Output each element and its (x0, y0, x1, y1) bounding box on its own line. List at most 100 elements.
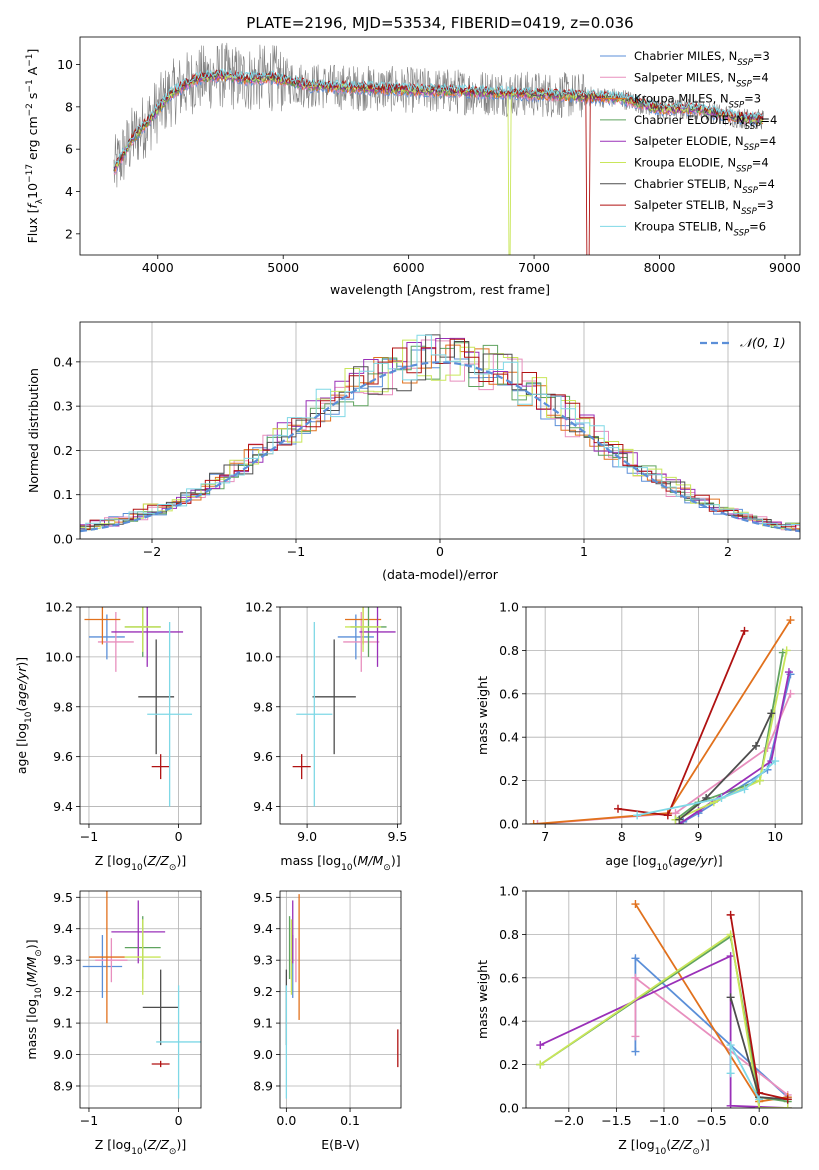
errorbar-point (84, 607, 121, 645)
y-axis-label: mass weight (475, 676, 490, 755)
axes-frame (279, 890, 402, 1109)
x-axis-label: Z [log10(Z/Z⊙)] (95, 1137, 186, 1157)
legend-label: Salpeter MILES, NSSP=4 (634, 70, 769, 89)
errorbar-point (142, 969, 179, 1046)
x-tick-label: 1 (580, 544, 588, 559)
errorbar-point (292, 754, 311, 780)
weight-marker (633, 811, 642, 820)
x-tick-label: −0.5 (696, 1113, 726, 1128)
plot-area (285, 894, 399, 1099)
x-axis-label: age [log10(age/yr)] (605, 853, 722, 873)
weight-series (726, 1041, 764, 1104)
weight-marker (786, 689, 795, 698)
legend-item: Salpeter STELIB, NSSP=3 (600, 198, 774, 217)
y-tick-label: 10.2 (245, 600, 273, 615)
weight-marker (755, 1104, 764, 1108)
y-tick-label: 2 (65, 226, 73, 241)
x-tick-label: 5000 (267, 260, 299, 275)
errorbar-point (296, 621, 333, 807)
grid (80, 606, 201, 824)
weight-marker (726, 993, 735, 1002)
legend-label: Salpeter ELODIE, NSSP=4 (634, 134, 776, 153)
y-tick-label: 0.0 (499, 817, 519, 832)
x-tick-label: 0.1 (340, 1113, 360, 1128)
errorbar-point (138, 639, 175, 755)
y-tick-label: 10.0 (45, 649, 73, 664)
weight-marker (631, 1047, 640, 1056)
y-tick-label: 9.4 (53, 799, 73, 814)
x-tick-label: 9.0 (297, 829, 317, 844)
legend-label: Kroupa ELODIE, NSSP=4 (634, 156, 769, 175)
weight-marker (726, 1069, 735, 1078)
legend-item: Kroupa MILES, NSSP=3 (600, 92, 761, 111)
x-axis-label: Z [log10(Z/Z⊙)] (95, 853, 186, 873)
x-tick-label: −2.0 (554, 1113, 584, 1128)
weight-marker (533, 820, 542, 824)
y-tick-label: 0.8 (499, 643, 519, 658)
errorbar-point (151, 754, 170, 780)
legend-item: Kroupa STELIB, NSSP=6 (600, 219, 766, 238)
x-tick-label: 9.5 (387, 829, 407, 844)
weight-vs-age-panel: 7 8 9 10 0.0 0.2 0.4 0.6 0.8 1.0 age [log10(age/yr… (475, 600, 803, 873)
legend-item: Kroupa ELODIE, NSSP=4 (600, 156, 769, 175)
y-tick-label: 9.1 (53, 1016, 73, 1031)
legend-label: Kroupa STELIB, NSSP=6 (634, 219, 766, 238)
errorbar-point (97, 611, 134, 672)
weight-series (675, 709, 776, 824)
y-axis-label: mass weight (475, 960, 490, 1039)
legend-label: Chabrier MILES, NSSP=3 (634, 49, 770, 68)
axes-frame (79, 890, 202, 1109)
legend: Chabrier MILES, NSSP=3 Salpeter MILES, NS… (600, 49, 777, 238)
x-tick-label: 0 (175, 829, 183, 844)
x-tick-label: −1.5 (601, 1113, 631, 1128)
errorbar-point (343, 611, 380, 672)
legend-label: Kroupa MILES, NSSP=3 (634, 92, 761, 111)
y-axis-label: mass [log10(M/M⊙)] (24, 939, 44, 1059)
x-tick-label: −2 (143, 544, 161, 559)
y-tick-label: 9.2 (253, 984, 273, 999)
plot-area (82, 891, 201, 1099)
y-tick-label: 0.6 (499, 970, 519, 985)
x-tick-label: −1.0 (649, 1113, 679, 1128)
weight-series (614, 626, 749, 820)
legend-item: Chabrier MILES, NSSP=3 (600, 49, 770, 68)
residual-histogram (80, 339, 800, 530)
y-tick-label: 9.5 (253, 890, 273, 905)
errorbar-point (95, 938, 128, 983)
y-tick-label: 0.3 (53, 399, 73, 414)
y-tick-label: 9.1 (253, 1016, 273, 1031)
y-tick-label: 0.0 (53, 532, 73, 547)
legend-label: Chabrier STELIB, NSSP=4 (634, 177, 775, 196)
weight-marker (536, 1041, 545, 1050)
weight-series-line (539, 932, 788, 1108)
weight-series (633, 757, 780, 820)
axes: −2 −1 0 1 2 0.0 0.1 0.2 0.3 0.4 (data-model)/error… (26, 321, 801, 582)
y-tick-label: 8 (65, 99, 73, 114)
x-axis-label: Z [log10(Z/Z⊙)] (618, 1137, 709, 1157)
age-vs-mass-panel: 9.0 9.5 9.4 9.6 9.8 10.0 10.2 mass [log10(M/M⊙)… (245, 600, 407, 874)
weight-marker (631, 900, 640, 909)
legend-item: Salpeter MILES, NSSP=4 (600, 70, 769, 89)
weight-series-line (678, 712, 773, 821)
x-tick-label: 8000 (644, 260, 676, 275)
y-tick-label: 0.2 (53, 443, 73, 458)
weight-marker (726, 1041, 735, 1050)
weight-marker (783, 1104, 792, 1108)
weight-marker (529, 820, 538, 824)
x-tick-label: −1 (287, 544, 305, 559)
y-tick-label: 0.1 (53, 487, 73, 502)
x-tick-label: 9000 (769, 260, 801, 275)
y-tick-label: 1.0 (499, 884, 519, 899)
x-axis-label: E(B-V) (321, 1137, 360, 1152)
residual-histogram (80, 334, 800, 539)
errorbar-point (111, 607, 184, 667)
x-tick-label: 0 (436, 544, 444, 559)
y-tick-label: 10 (57, 57, 73, 72)
model-spectrum-line (113, 68, 764, 168)
x-axis-label: wavelength [Angstrom, rest frame] (330, 282, 550, 297)
y-tick-label: 9.2 (53, 984, 73, 999)
y-tick-label: 10.0 (245, 649, 273, 664)
weight-vs-metallicity-panel: −2.0 −1.5 −1.0 −0.5 0.0 0.0 0.2 0.4 0.6 0.8 1.0 Z [… (475, 884, 803, 1157)
y-tick-label: 0.6 (499, 686, 519, 701)
